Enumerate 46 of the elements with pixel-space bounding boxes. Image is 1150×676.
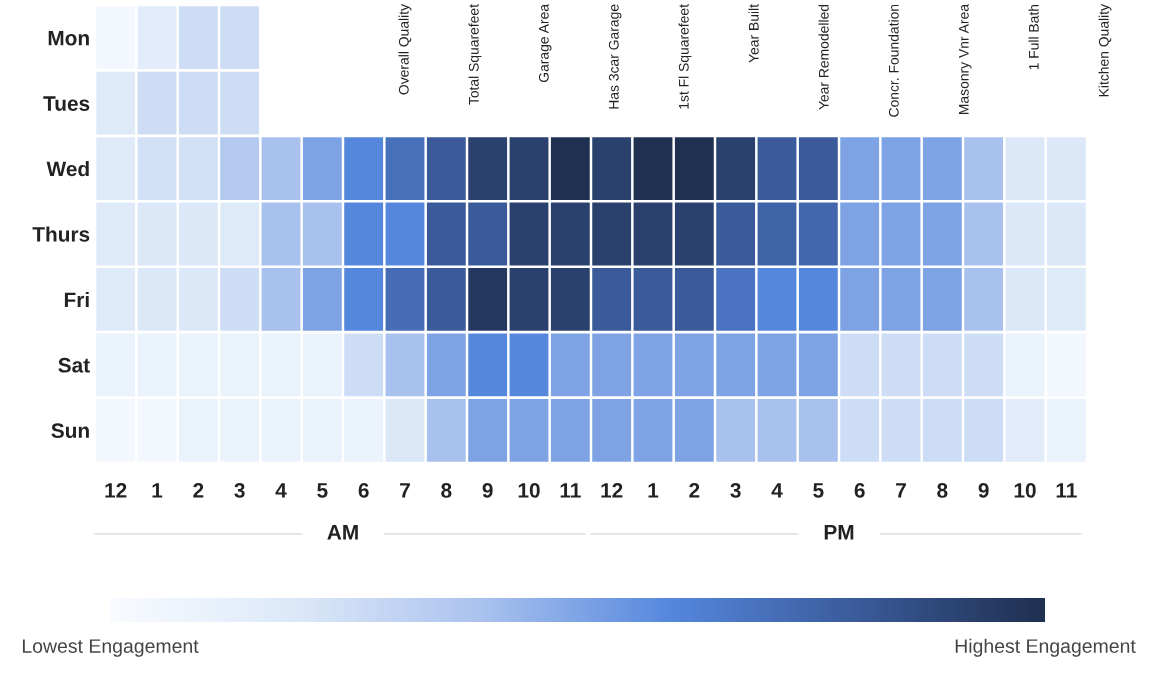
x-tick-label: 1 [648, 483, 659, 498]
x-tick-label: 12 [105, 482, 127, 498]
annotation: Has 3car Garage [608, 4, 622, 109]
annotation: Year Remodelled [818, 4, 829, 110]
x-tick-label: 12 [601, 482, 623, 498]
y-tick-label: Mon [48, 30, 89, 46]
color-bar-label: Lowest Engagement [22, 639, 199, 657]
x-tick-label: 9 [978, 482, 989, 498]
x-tick-label: 4 [275, 483, 287, 498]
annotation: Garage Area [538, 3, 552, 83]
x-tick-label: 11 [560, 483, 581, 498]
y-tick-label: Sat [58, 357, 90, 373]
x-tick-label: 5 [317, 483, 328, 498]
annotation: 1st Fl Squarefeet [678, 4, 692, 109]
text: AM [327, 525, 358, 540]
annotation: Masonry Vnr Area [959, 3, 972, 115]
x-tick-label: 3 [234, 482, 245, 498]
x-tick-label: 10 [1014, 482, 1036, 498]
y-tick-label: Thurs [32, 226, 90, 242]
x-tick-label: 8 [937, 482, 948, 498]
x-tick-label: 5 [813, 483, 824, 498]
annotation: Total Squarefeet [468, 4, 482, 105]
x-tick-label: 6 [854, 482, 865, 498]
x-tick-label: 6 [358, 482, 369, 498]
annotation: Overall Quality [398, 4, 412, 95]
x-tick-label: 8 [441, 482, 452, 498]
annotation: Concr. Foundation [888, 4, 899, 117]
x-tick-label: 9 [482, 482, 493, 498]
x-tick-label: 2 [689, 482, 700, 498]
x-tick-label: 10 [518, 482, 540, 498]
x-tick-label: 2 [193, 482, 204, 498]
color-bar-label: Highest Engagement [955, 638, 1136, 657]
y-tick-label: Tues [43, 96, 90, 111]
y-tick-label: Sun [51, 423, 89, 439]
x-tick-label: 4 [771, 483, 783, 498]
x-tick-label: 7 [896, 483, 906, 498]
y-tick-label: Wed [46, 161, 89, 177]
x-tick-label: 1 [152, 483, 163, 498]
x-tick-label: 11 [1056, 483, 1077, 498]
annotation: 1 Full Bath [1028, 4, 1039, 70]
y-tick-label: Fri [64, 291, 89, 307]
annotation: Year Built [748, 4, 759, 63]
text: Kitchen Quality [1098, 4, 1112, 97]
x-tick-label: 7 [400, 483, 410, 498]
x-tick-label: 3 [730, 482, 741, 498]
text: PM [824, 525, 854, 540]
